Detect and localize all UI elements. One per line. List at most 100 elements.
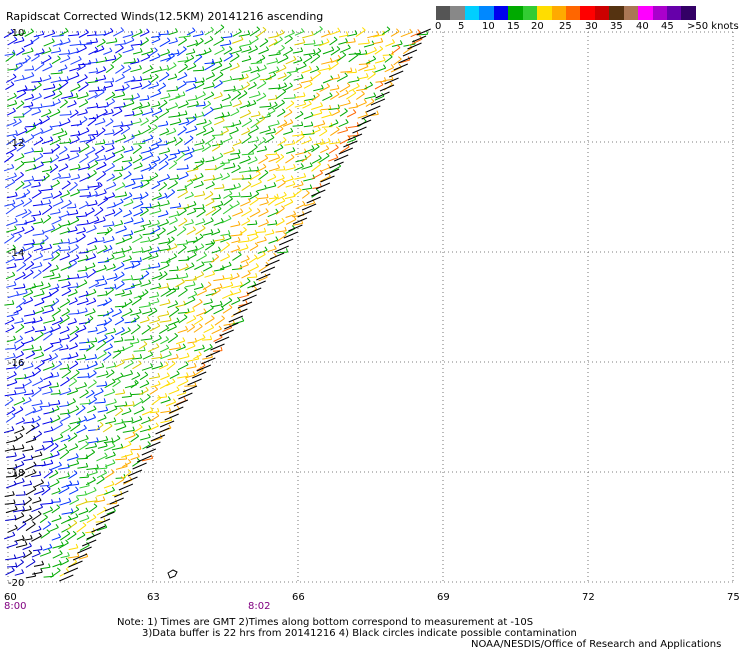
wind-barb bbox=[357, 114, 368, 119]
wind-barb bbox=[6, 374, 17, 380]
wind-barb-flag bbox=[140, 76, 143, 81]
wind-barb bbox=[115, 47, 124, 54]
wind-barb-flag bbox=[63, 443, 68, 448]
wind-barb-flag bbox=[139, 208, 144, 213]
wind-barb-flag bbox=[182, 343, 186, 348]
wind-barb-flag bbox=[32, 407, 37, 411]
wind-barb-flag bbox=[176, 266, 179, 271]
wind-barb bbox=[250, 114, 261, 118]
wind-barb bbox=[24, 136, 35, 144]
wind-barb-flag bbox=[114, 273, 118, 278]
wind-barb bbox=[390, 31, 400, 37]
wind-barb-flag bbox=[12, 107, 16, 112]
wind-barb bbox=[373, 41, 383, 45]
wind-barb-flag bbox=[210, 241, 215, 245]
wind-barb-flag bbox=[247, 109, 252, 114]
wind-barb-flag bbox=[68, 245, 71, 250]
wind-barb bbox=[95, 60, 107, 64]
wind-barb-flag bbox=[77, 64, 81, 68]
wind-barb bbox=[85, 357, 97, 361]
wind-barb-flag bbox=[247, 270, 251, 274]
wind-barb-flag bbox=[76, 47, 80, 52]
wind-barb bbox=[183, 155, 193, 161]
wind-barb bbox=[213, 82, 223, 89]
wind-barb bbox=[78, 188, 90, 191]
wind-barb-flag bbox=[30, 28, 34, 32]
wind-barb bbox=[238, 264, 249, 270]
wind-barb-flag bbox=[248, 45, 252, 50]
wind-barb bbox=[23, 105, 33, 108]
wind-barb bbox=[203, 346, 213, 352]
wind-barb-flag bbox=[282, 108, 286, 113]
wind-barb-flag bbox=[174, 300, 179, 305]
wind-barb bbox=[248, 170, 259, 172]
wind-barb bbox=[5, 508, 18, 514]
wind-barb-flag bbox=[60, 541, 64, 546]
wind-barb bbox=[32, 418, 41, 424]
wind-barb-flag bbox=[226, 172, 231, 177]
wind-barb-flag bbox=[85, 91, 89, 96]
wind-barb-flag bbox=[47, 481, 50, 486]
wind-barb bbox=[94, 184, 103, 191]
wind-barb bbox=[347, 138, 356, 144]
wind-barb bbox=[175, 340, 185, 345]
wind-barb bbox=[67, 483, 79, 487]
wind-barb bbox=[40, 118, 50, 125]
wind-barb bbox=[140, 291, 149, 298]
wind-barb bbox=[113, 169, 124, 172]
wind-barb-flag bbox=[111, 173, 115, 178]
wind-barb bbox=[175, 154, 185, 162]
wind-barb-flag bbox=[99, 182, 103, 186]
wind-barb bbox=[122, 68, 132, 74]
wind-barb-flag bbox=[14, 515, 17, 520]
wind-barb bbox=[230, 248, 240, 253]
wind-barb bbox=[141, 50, 154, 56]
wind-barb bbox=[177, 60, 189, 63]
wind-barb bbox=[229, 129, 239, 135]
wind-barb bbox=[22, 381, 32, 387]
wind-barb-flag bbox=[285, 54, 289, 59]
wind-barb bbox=[43, 333, 53, 341]
wind-barb bbox=[266, 110, 276, 116]
wind-barb-flag bbox=[219, 300, 223, 305]
wind-barb-flag bbox=[154, 73, 159, 78]
wind-barb-flag bbox=[14, 217, 18, 222]
wind-barb bbox=[393, 58, 402, 66]
wind-barb bbox=[157, 144, 168, 146]
wind-barb-flag bbox=[221, 161, 225, 165]
wind-barb-flag bbox=[157, 101, 161, 106]
wind-barb-flag bbox=[173, 253, 177, 257]
wind-barb-flag bbox=[107, 351, 112, 355]
wind-barb-flag bbox=[376, 110, 379, 115]
wind-barb-flag bbox=[185, 100, 189, 105]
wind-barb bbox=[302, 103, 312, 109]
wind-barb bbox=[94, 148, 105, 155]
wind-barb-flag bbox=[220, 346, 223, 351]
wind-barb-flag bbox=[158, 207, 162, 212]
wind-barb bbox=[330, 48, 341, 56]
wind-barb-flag bbox=[66, 314, 70, 319]
wind-barb bbox=[14, 572, 24, 576]
wind-barb bbox=[158, 33, 169, 36]
wind-barb-flag bbox=[268, 126, 272, 131]
wind-barb bbox=[285, 156, 295, 164]
wind-barb-flag bbox=[41, 48, 45, 53]
wind-barb bbox=[382, 54, 394, 56]
wind-barb bbox=[275, 207, 285, 215]
wind-barb-flag bbox=[33, 461, 37, 466]
wind-barb bbox=[79, 485, 90, 489]
wind-barb bbox=[256, 149, 267, 153]
wind-barb bbox=[178, 316, 188, 324]
wind-barb-flag bbox=[130, 30, 134, 35]
wind-barb bbox=[95, 192, 107, 197]
wind-barb bbox=[58, 82, 69, 91]
wind-barb-flag bbox=[119, 407, 124, 411]
wind-barb-flag bbox=[217, 287, 221, 291]
wind-barb-flag bbox=[74, 203, 77, 208]
wind-barb-flag bbox=[208, 47, 212, 52]
wind-barb bbox=[115, 228, 127, 234]
wind-barb-flag bbox=[52, 316, 56, 321]
wind-barb bbox=[14, 64, 23, 72]
wind-barb bbox=[33, 564, 44, 567]
wind-barb bbox=[67, 463, 79, 467]
